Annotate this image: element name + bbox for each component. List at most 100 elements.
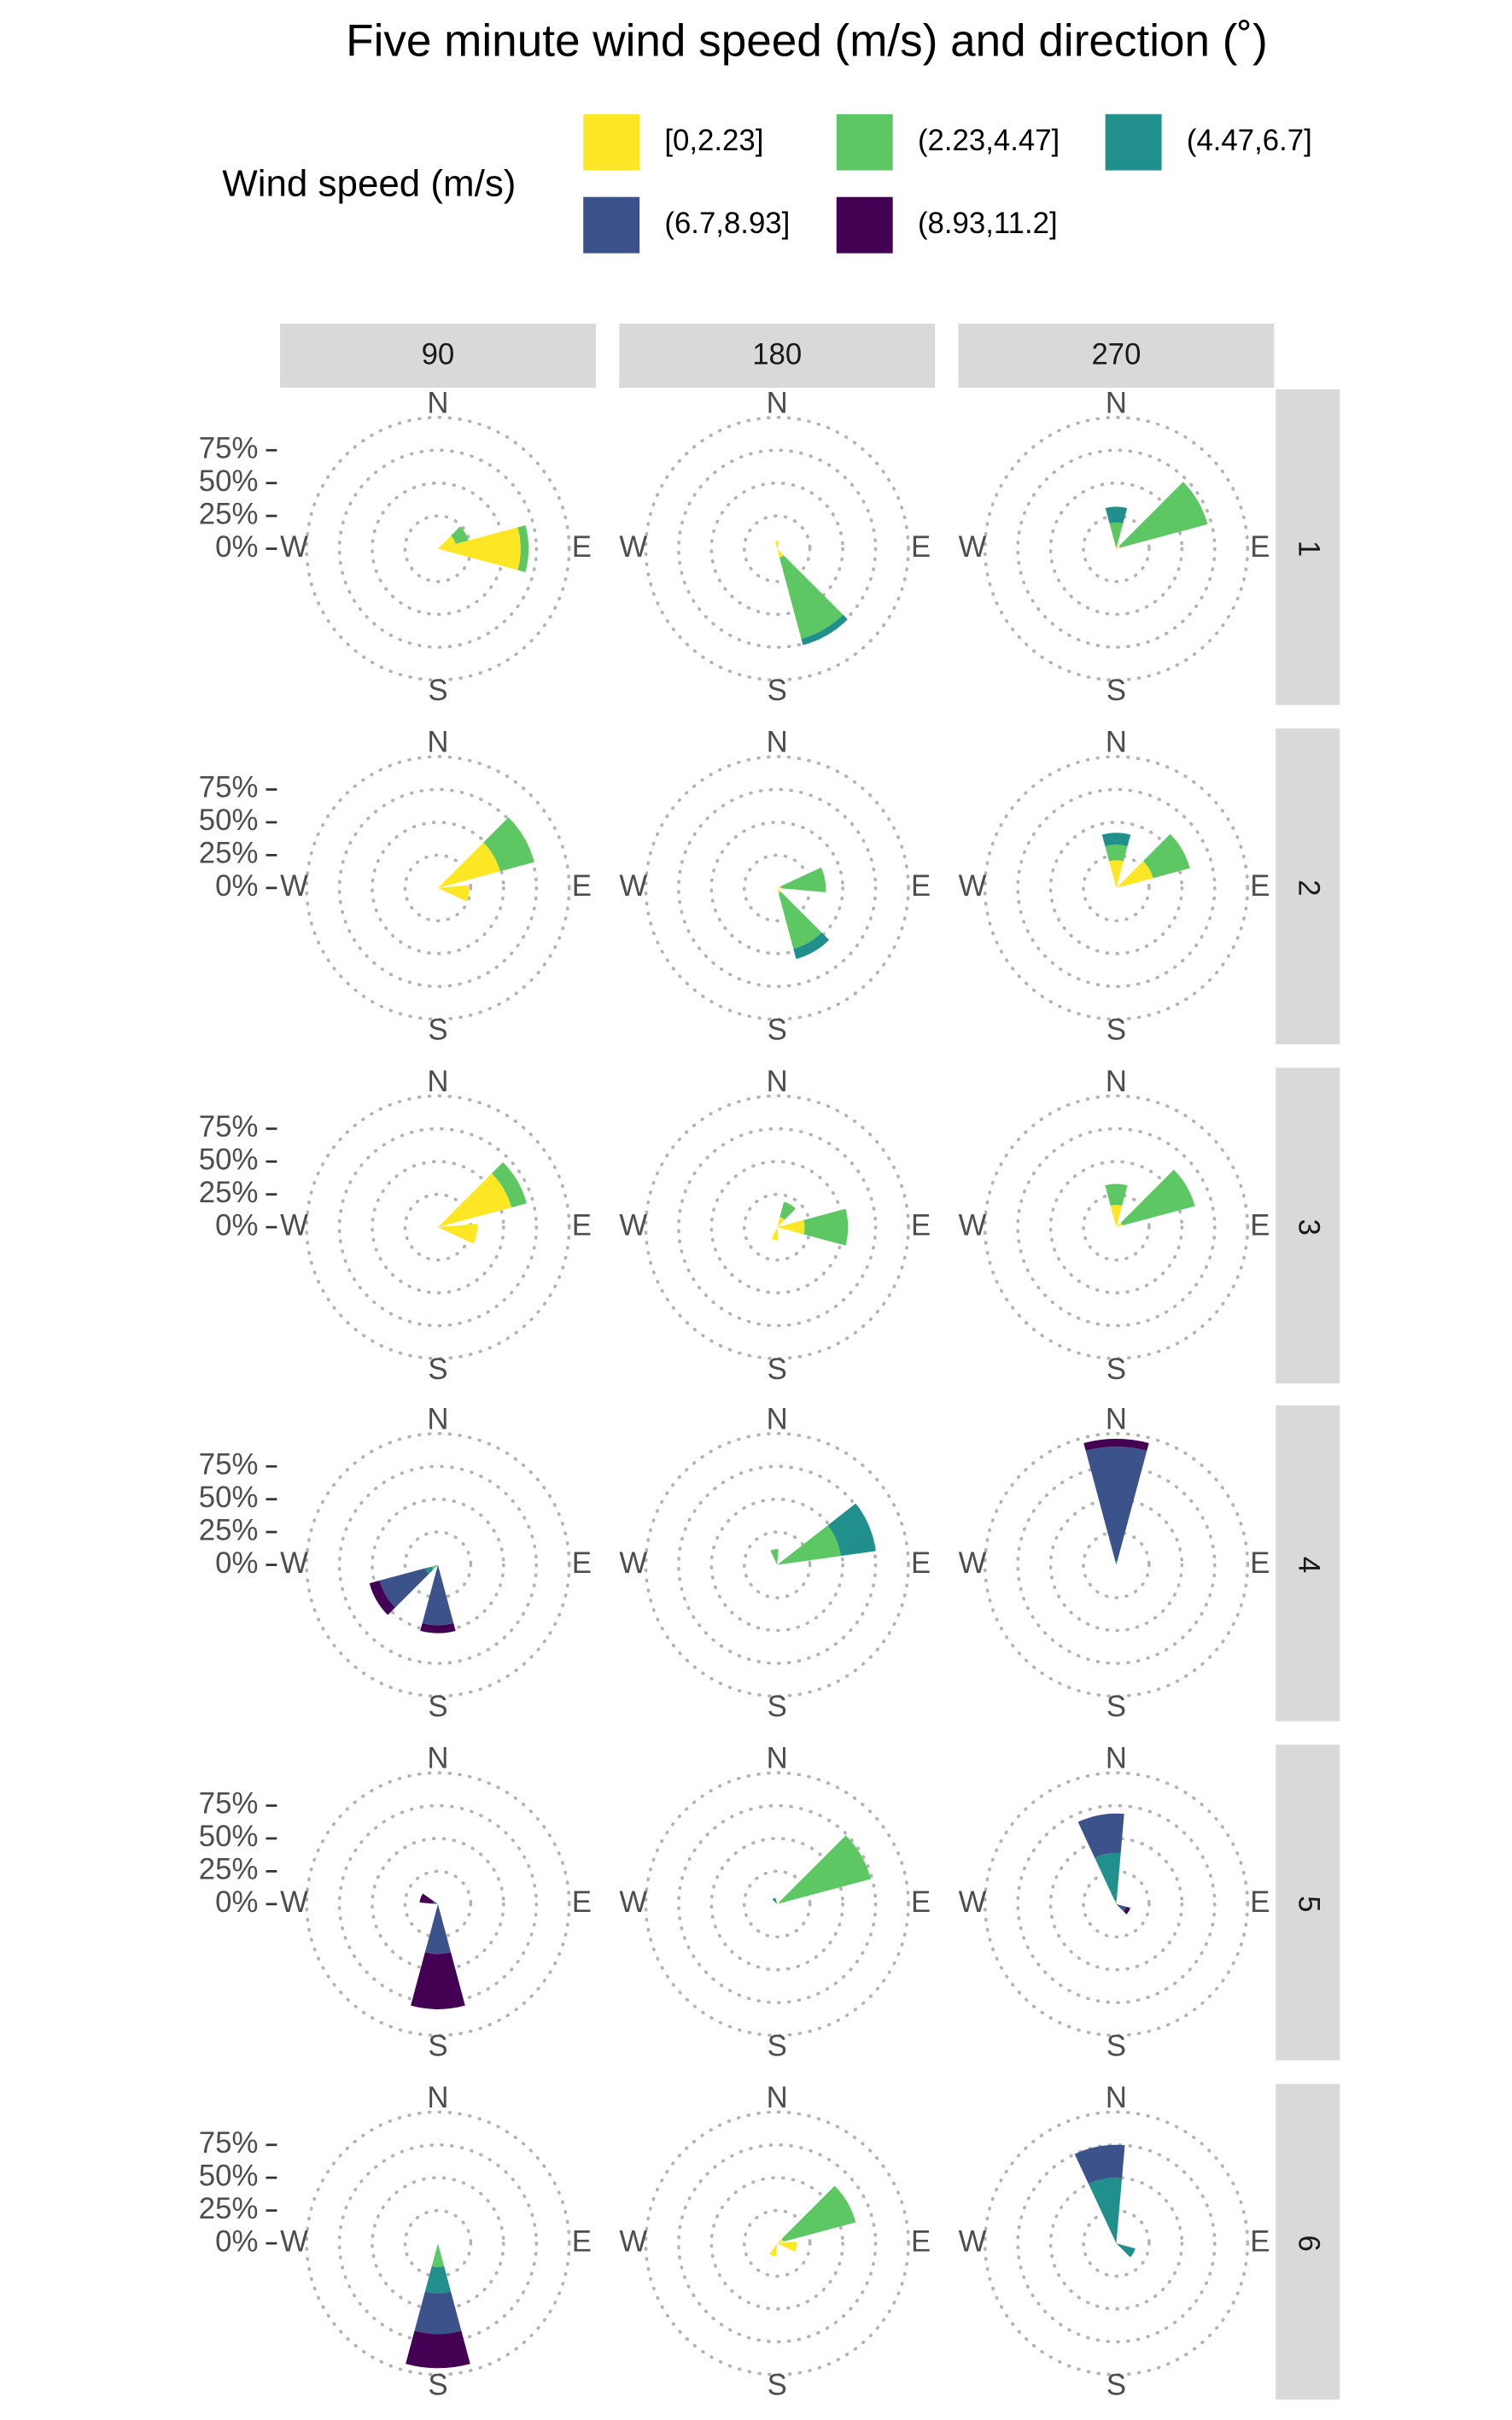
wedge-segment <box>492 1162 527 1208</box>
grid-circle <box>403 853 473 923</box>
direction-label: N <box>1106 2082 1127 2114</box>
direction-label: N <box>1106 1403 1127 1435</box>
direction-label: S <box>1106 1353 1126 1386</box>
grid-circle <box>1048 821 1184 956</box>
strip-background <box>1276 1067 1340 1384</box>
y-tick-label: 25% <box>199 1854 259 1886</box>
wedge-segment <box>425 1566 434 1575</box>
strip-background <box>280 323 596 389</box>
grid-circle <box>983 1094 1250 1360</box>
strip-background <box>1276 1745 1340 2061</box>
grid-circle <box>983 415 1250 682</box>
wedge-segment <box>369 1580 395 1616</box>
wedge-segment <box>424 1903 452 1955</box>
wedge-segment <box>437 885 470 902</box>
wedge-segment <box>1077 1813 1124 1858</box>
wedge-segment <box>777 2242 797 2252</box>
legend-label: (2.23,4.47] <box>918 125 1060 157</box>
wedge-segment <box>1118 482 1208 548</box>
grid-circle <box>305 1771 571 2037</box>
direction-label: S <box>428 675 447 707</box>
wedge-segment <box>1109 522 1124 549</box>
legend-title: Wind speed (m/s) <box>222 162 516 204</box>
wedge-segment <box>772 1897 778 1904</box>
direction-label: S <box>428 1691 447 1723</box>
grid-circle <box>1016 1803 1217 2005</box>
direction-label: S <box>768 1014 787 1046</box>
direction-label: S <box>428 2030 447 2062</box>
strip-label: 6 <box>1293 2235 1325 2251</box>
direction-label: S <box>768 1691 787 1723</box>
direction-label: N <box>767 2082 788 2114</box>
grid-circle <box>677 787 878 989</box>
y-tick-label: 50% <box>199 1821 259 1853</box>
grid-circle <box>709 1837 844 1972</box>
wedge-segment <box>1120 1169 1195 1226</box>
legend-swatch <box>583 114 640 171</box>
wedge-segment <box>406 2330 470 2369</box>
grid-circle <box>983 1431 1250 1698</box>
strip-background <box>1276 389 1340 705</box>
wedge-segment <box>1074 2144 1125 2184</box>
strip-label: 180 <box>752 339 802 371</box>
strip-label: 5 <box>1293 1896 1325 1912</box>
direction-label: N <box>767 1066 788 1098</box>
wedge-segment <box>483 817 534 872</box>
direction-label: W <box>280 2225 308 2258</box>
grid-circle <box>644 415 910 682</box>
wedge-segment <box>419 1893 434 1904</box>
direction-label: S <box>428 2370 447 2402</box>
direction-label: N <box>1106 1743 1127 1775</box>
strip-label: 90 <box>422 339 455 371</box>
direction-label: W <box>280 531 308 564</box>
strip-background <box>1276 2084 1340 2400</box>
wedge-segment <box>777 1525 841 1565</box>
wedge-segment <box>437 842 500 888</box>
wedge-segment <box>1110 1204 1123 1228</box>
wedge-segment <box>777 1217 785 1228</box>
y-tick-label: 25% <box>199 1514 259 1546</box>
direction-label: W <box>619 1886 647 1919</box>
wedge-segment <box>411 1952 465 2009</box>
legend-swatch <box>1105 114 1162 171</box>
grid-circle <box>644 2110 910 2376</box>
wedge-segment <box>432 1901 438 1904</box>
wedge-segment <box>801 614 848 646</box>
wedge-segment <box>424 2265 452 2294</box>
wedge-segment <box>777 886 781 889</box>
direction-label: N <box>427 1403 448 1435</box>
direction-label: W <box>959 1886 987 1919</box>
wedge-segment <box>777 1902 780 1904</box>
direction-label: W <box>280 1209 308 1242</box>
grid-circle <box>677 448 878 649</box>
grid-circle <box>337 787 539 989</box>
direction-label: E <box>1250 870 1270 903</box>
grid-circle <box>742 514 812 583</box>
direction-label: S <box>428 1353 447 1386</box>
y-tick-label: 25% <box>199 2193 259 2225</box>
grid-circle <box>709 481 844 617</box>
wedge-segment <box>1143 833 1190 879</box>
grid-circle <box>1048 2176 1184 2311</box>
grid-circle <box>709 1497 844 1633</box>
wedge-segment <box>420 1622 456 1634</box>
grid-circle <box>1016 448 1217 649</box>
wedge-segment <box>431 1564 438 1570</box>
grid-circle <box>983 1771 1250 2037</box>
grid-circle <box>742 2208 812 2278</box>
y-tick-label: 50% <box>199 1143 259 1176</box>
direction-label: N <box>427 1066 448 1098</box>
wedge-segment <box>777 548 784 558</box>
grid-circle <box>644 755 910 1021</box>
direction-label: N <box>427 2082 448 2114</box>
direction-label: W <box>959 2225 987 2258</box>
y-tick-label: 75% <box>199 772 259 804</box>
y-tick-label: 0% <box>215 1886 258 1919</box>
wedge-segment <box>777 887 781 893</box>
direction-label: E <box>911 2225 931 2258</box>
wedge-segment <box>780 867 826 892</box>
grid-circle <box>644 1431 910 1698</box>
legend-label: (6.7,8.93] <box>664 208 790 240</box>
grid-circle <box>305 1094 571 1360</box>
